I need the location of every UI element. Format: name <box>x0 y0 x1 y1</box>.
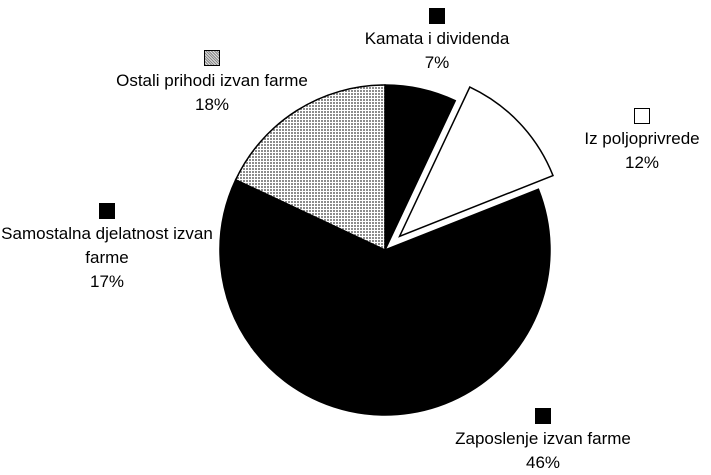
value-label: 7% <box>424 53 450 72</box>
value-label: 12% <box>624 153 660 172</box>
pie-slice <box>234 84 386 252</box>
legend-swatch <box>634 108 650 124</box>
category-label: Zaposlenje izvan farme <box>455 429 631 448</box>
slice-label: Kamata i dividenda 7% <box>337 8 537 75</box>
category-label: Iz poljoprivrede <box>584 129 700 148</box>
slice-label: Ostali prihodi izvan farme 18% <box>82 50 342 117</box>
legend-swatch <box>204 50 220 66</box>
slice-label: Zaposlenje izvan farme 46% <box>423 408 663 475</box>
category-label: Samostalna djelatnost izvan farme <box>1 224 213 267</box>
slice-label: Iz poljoprivrede 12% <box>562 108 711 175</box>
legend-swatch <box>535 408 551 424</box>
value-label: 17% <box>89 272 125 291</box>
category-label: Kamata i dividenda <box>364 29 510 48</box>
pie-slice <box>398 86 554 238</box>
pie-slice <box>219 178 387 349</box>
value-label: 46% <box>525 453 561 472</box>
slice-label: Samostalna djelatnost izvan farme 17% <box>0 203 217 294</box>
value-label: 18% <box>194 95 230 114</box>
legend-swatch <box>99 203 115 219</box>
category-label: Ostali prihodi izvan farme <box>116 71 308 90</box>
legend-swatch <box>429 8 445 24</box>
pie-slice <box>250 188 551 416</box>
